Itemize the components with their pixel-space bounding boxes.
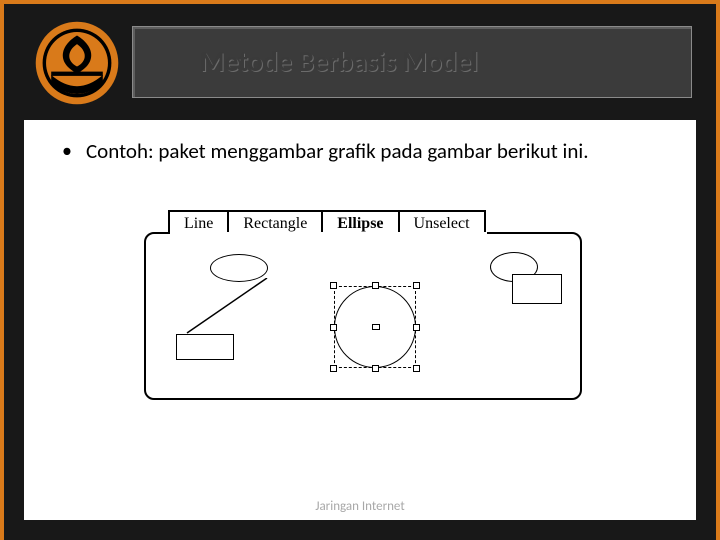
tab-ellipse[interactable]: Ellipse	[321, 210, 399, 234]
selected-shape-group	[328, 280, 422, 374]
slide: Metode Berbasis Model Metode Berbasis Mo…	[0, 0, 720, 540]
selection-center-mark	[372, 324, 380, 330]
slide-footer: Jaringan Internet	[24, 499, 696, 514]
slide-title: Metode Berbasis Model Metode Berbasis Mo…	[201, 45, 479, 80]
shape-rect-left	[176, 334, 234, 360]
resize-handle-w[interactable]	[330, 324, 337, 331]
resize-handle-ne[interactable]	[413, 282, 420, 289]
resize-handle-se[interactable]	[413, 365, 420, 372]
resize-handle-e[interactable]	[413, 324, 420, 331]
title-bar: Metode Berbasis Model Metode Berbasis Mo…	[132, 26, 692, 98]
bullet-marker: •	[62, 138, 72, 164]
top-accent-bar	[4, 0, 716, 4]
tab-mask	[170, 232, 487, 235]
resize-handle-s[interactable]	[372, 365, 379, 372]
resize-handle-sw[interactable]	[330, 365, 337, 372]
content-area: • Contoh: paket menggambar grafik pada g…	[24, 120, 696, 520]
resize-handle-n[interactable]	[372, 282, 379, 289]
tool-tabs: Line Rectangle Ellipse Unselect	[168, 210, 484, 234]
resize-handle-nw[interactable]	[330, 282, 337, 289]
shape-rect-right	[512, 274, 562, 304]
tab-rectangle[interactable]: Rectangle	[227, 210, 323, 234]
tab-line[interactable]: Line	[168, 210, 229, 234]
bullet-item: • Contoh: paket menggambar grafik pada g…	[24, 120, 696, 164]
drawing-app-diagram: Line Rectangle Ellipse Unselect	[144, 210, 582, 400]
institution-logo	[34, 20, 120, 106]
shape-line	[182, 278, 272, 338]
title-overlay: Metode Berbasis Model	[200, 44, 478, 79]
tab-unselect[interactable]: Unselect	[398, 210, 486, 234]
bullet-text: Contoh: paket menggambar grafik pada gam…	[86, 138, 589, 164]
